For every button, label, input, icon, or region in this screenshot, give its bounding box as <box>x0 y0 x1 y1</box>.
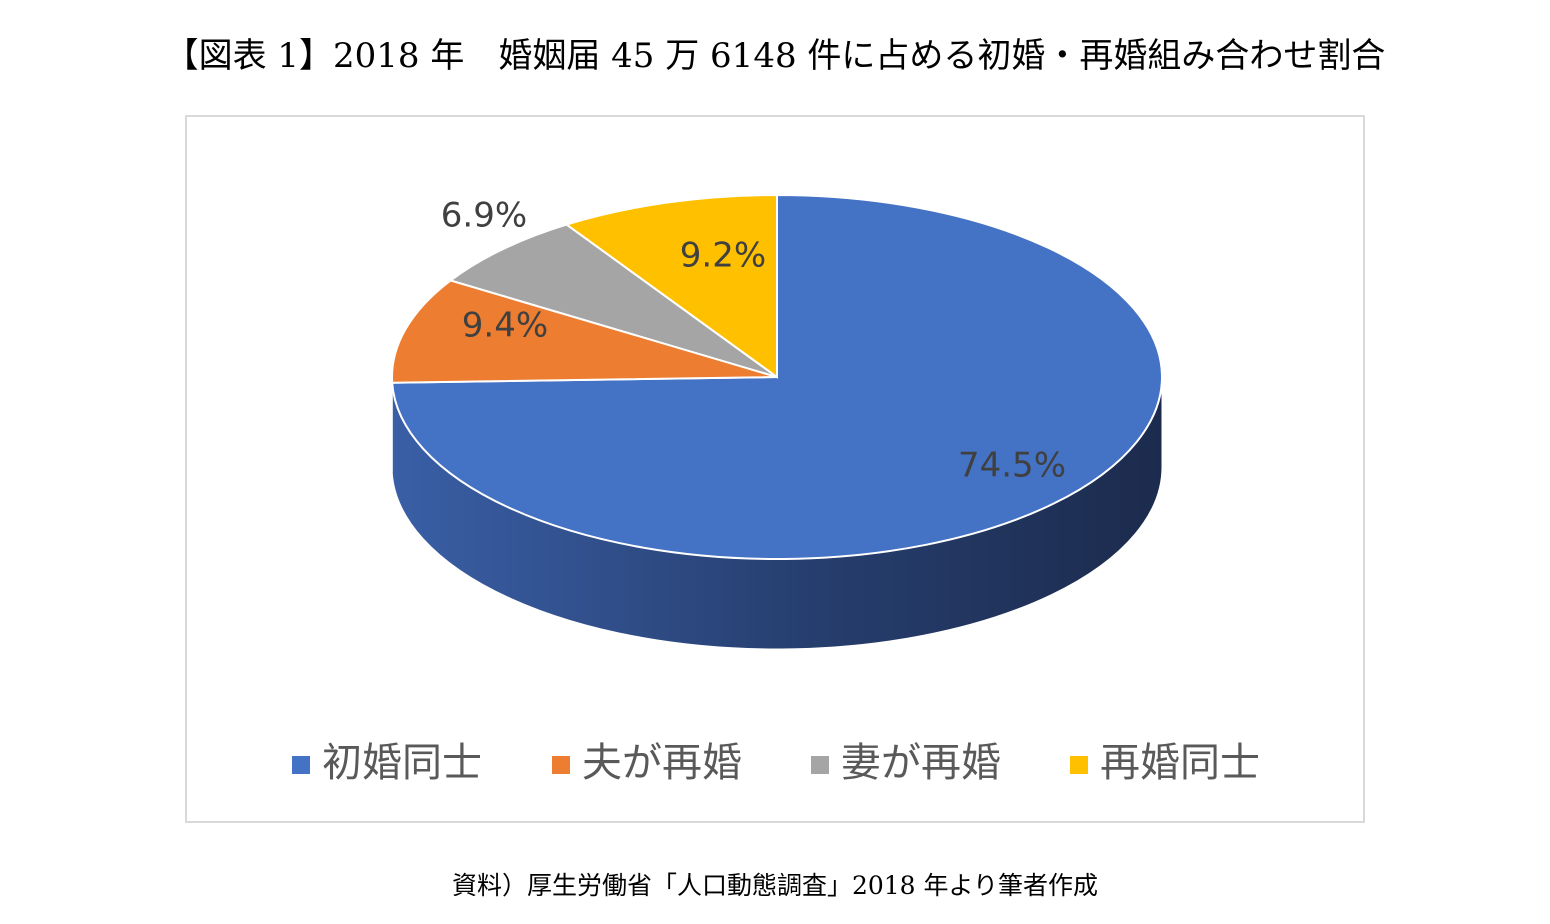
legend: 初婚同士 夫が再婚 妻が再婚 再婚同士 <box>292 740 1260 786</box>
legend-swatch-1 <box>292 756 310 774</box>
pie-slice-3 <box>448 223 778 378</box>
pie-top-group <box>391 193 1163 560</box>
legend-label-1: 初婚同士 <box>322 740 482 786</box>
data-label-1: 74.5% <box>958 446 1066 486</box>
legend-swatch-4 <box>1070 756 1088 774</box>
pie-slice-2 <box>391 279 778 384</box>
chart-frame: 74.5% 9.4% 6.9% 9.2% 初婚同士 夫が再婚 妻が再婚 再婚同士 <box>185 115 1365 823</box>
data-label-4: 9.2% <box>680 236 766 276</box>
figure-title: 【図表 1】2018 年 婚姻届 45 万 6148 件に占める初婚・再婚組み合… <box>164 36 1386 76</box>
legend-label-3: 妻が再婚 <box>841 740 1001 786</box>
legend-label-4: 再婚同士 <box>1100 740 1260 786</box>
legend-label-2: 夫が再婚 <box>582 740 742 786</box>
source-note: 資料）厚生労働省「人口動態調査」2018 年より筆者作成 <box>451 871 1099 900</box>
pie-label-group: 74.5% 9.4% 6.9% 9.2% <box>441 196 1066 486</box>
legend-swatch-2 <box>552 756 570 774</box>
pie-chart: 74.5% 9.4% 6.9% 9.2% 初婚同士 夫が再婚 妻が再婚 再婚同士 <box>292 193 1260 786</box>
legend-swatch-3 <box>811 756 829 774</box>
data-label-3: 6.9% <box>441 196 527 236</box>
data-label-2: 9.4% <box>462 306 548 346</box>
pie-slice-4 <box>564 193 778 379</box>
